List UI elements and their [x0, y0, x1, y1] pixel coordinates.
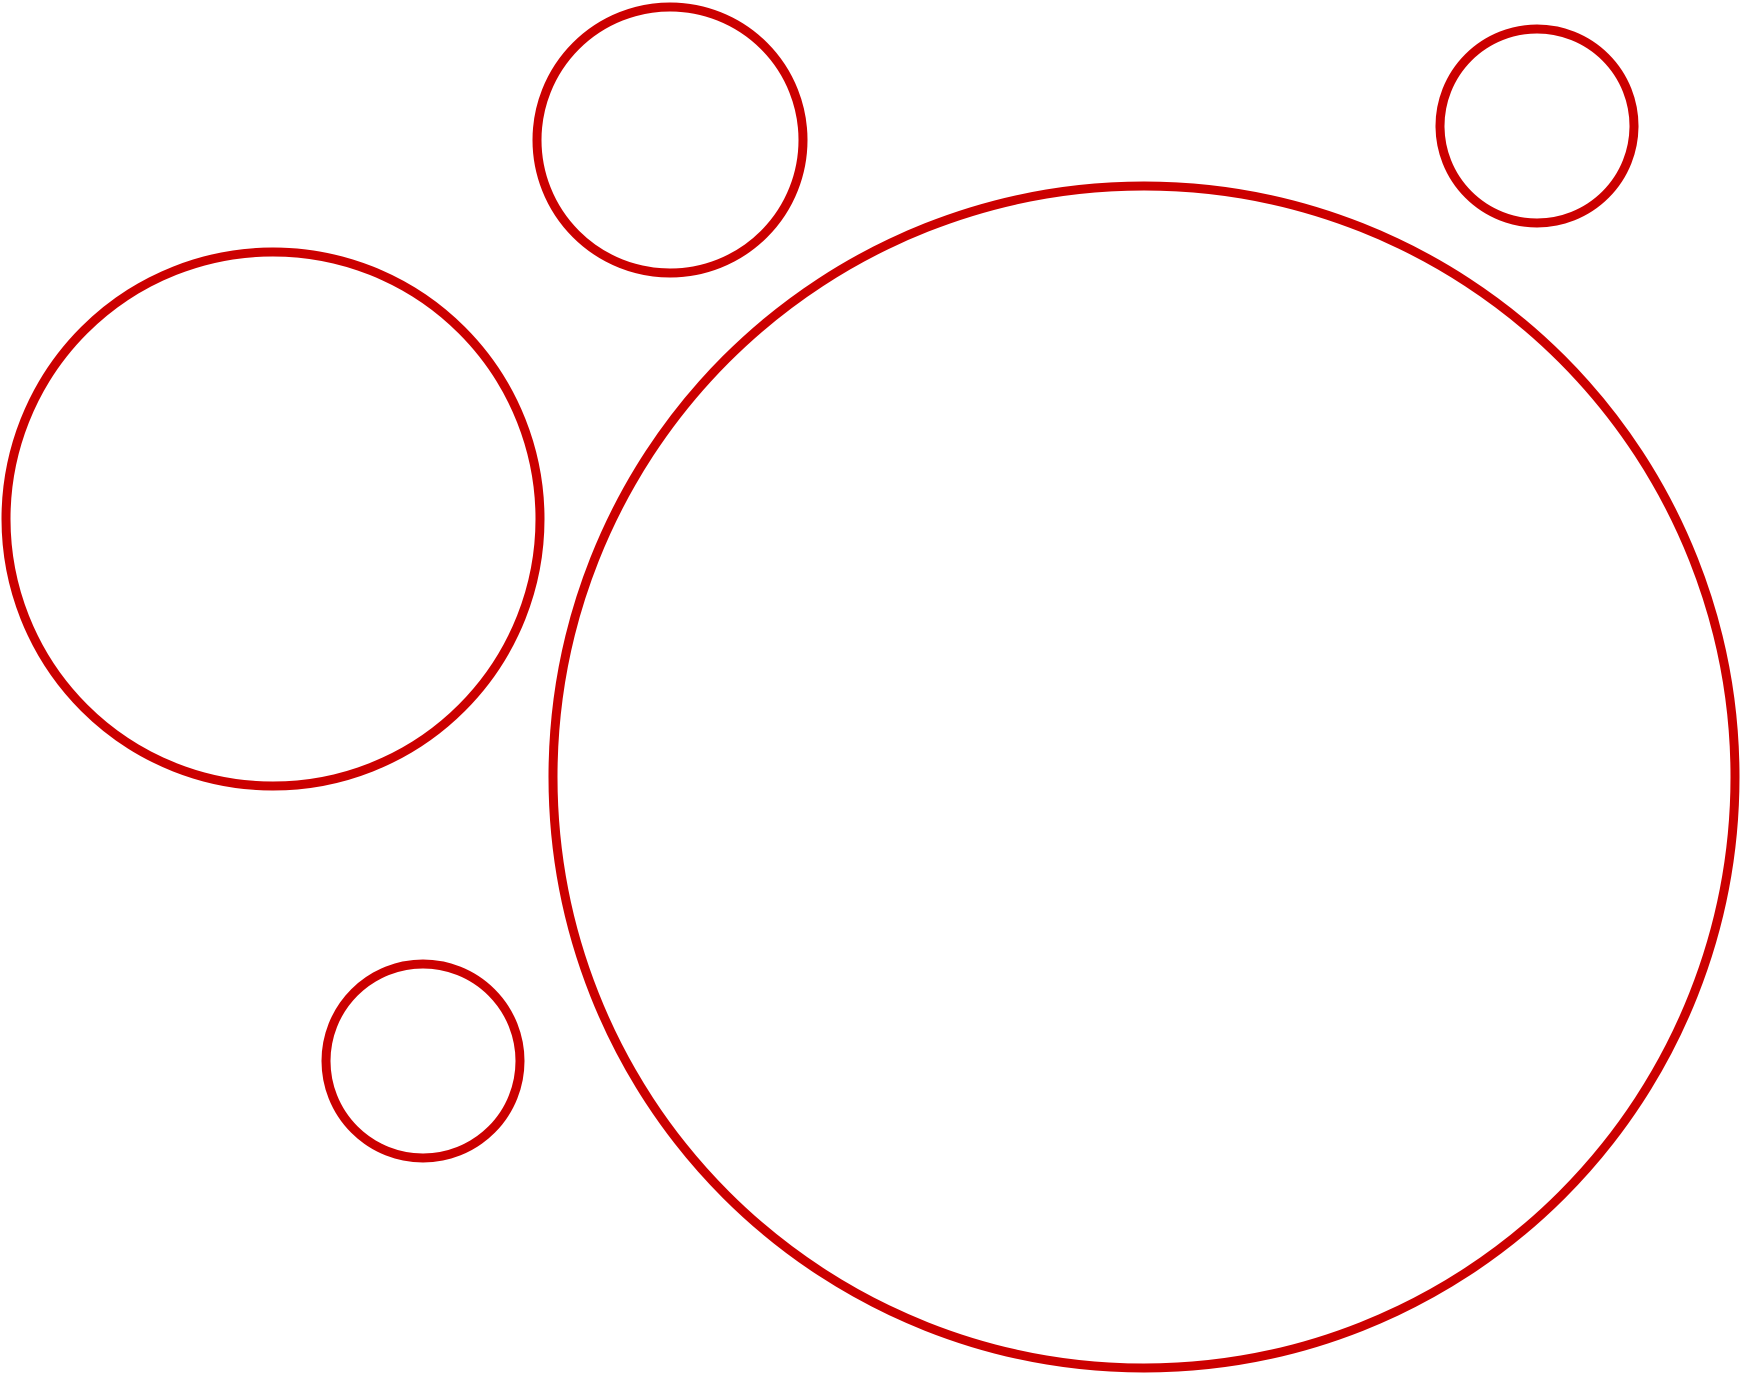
circle-top-right-small — [1435, 24, 1639, 228]
circle-left-medium — [1, 247, 545, 791]
circle-large — [548, 181, 1740, 1373]
circle-bottom-left-small — [321, 959, 525, 1163]
circle-top-center-small — [532, 2, 808, 278]
